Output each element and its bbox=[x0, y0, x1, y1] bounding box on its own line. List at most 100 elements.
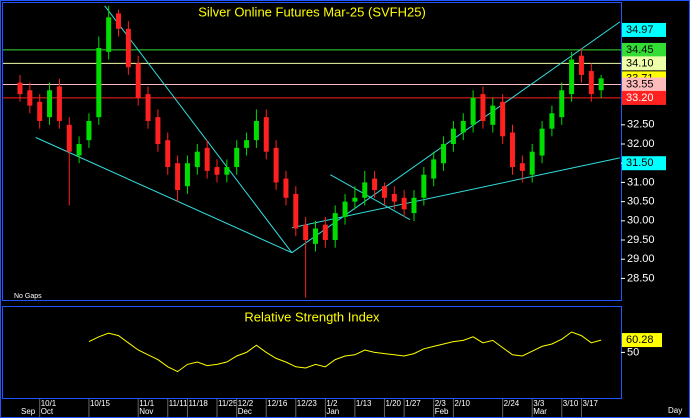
candle-body bbox=[96, 48, 102, 118]
candle-body bbox=[283, 178, 289, 198]
candle-body bbox=[372, 178, 378, 191]
x-tick-label: 3/10 bbox=[563, 399, 579, 408]
candle-body bbox=[303, 224, 309, 241]
price-badge-label: 31.50 bbox=[626, 157, 654, 169]
candle-body bbox=[155, 117, 161, 145]
price-badge bbox=[622, 56, 666, 71]
candle-body bbox=[431, 159, 437, 179]
candle-body bbox=[106, 17, 112, 52]
chart-title: Silver Online Futures Mar-25 (SVFH25) bbox=[198, 4, 426, 19]
x-tick-label: 12/16 bbox=[267, 399, 288, 408]
price-badge-label: 33.55 bbox=[626, 78, 654, 90]
candle-body bbox=[224, 167, 230, 175]
y-tick-label: 29.50 bbox=[627, 234, 655, 246]
candle-body bbox=[214, 167, 220, 175]
note: No Gaps bbox=[14, 293, 42, 300]
candle-body bbox=[322, 224, 328, 241]
candle-body bbox=[569, 59, 575, 95]
rsi-title: Relative Strength Index bbox=[244, 309, 380, 324]
candle-body bbox=[490, 105, 496, 125]
candle-body bbox=[76, 144, 82, 156]
candle-body bbox=[352, 197, 358, 202]
candle-body bbox=[500, 101, 506, 137]
price-badge bbox=[622, 90, 666, 105]
candle-body bbox=[342, 201, 348, 217]
last-value-badge bbox=[622, 333, 662, 348]
candle-body bbox=[17, 82, 23, 95]
candle-body bbox=[480, 94, 486, 121]
x-tick-label: 2/10 bbox=[454, 399, 470, 408]
x-tick-label: 3/3 bbox=[533, 399, 545, 408]
candle-body bbox=[588, 71, 594, 95]
candle-body bbox=[116, 13, 121, 29]
month-label: Nov bbox=[139, 407, 153, 416]
y-tick-label: 30.50 bbox=[627, 196, 655, 208]
candle-body bbox=[559, 90, 565, 118]
x-axis-unit: Day bbox=[668, 406, 682, 415]
y-tick-label: 32.50 bbox=[627, 119, 655, 131]
price-badge-label: 34.45 bbox=[626, 44, 654, 56]
candle-body bbox=[578, 55, 584, 75]
candle-body bbox=[234, 147, 240, 168]
x-tick-label: 1/2 bbox=[326, 399, 338, 408]
price-badge bbox=[622, 22, 666, 37]
rsi-line bbox=[88, 331, 602, 373]
candle-body bbox=[381, 186, 387, 198]
candle-body bbox=[273, 147, 279, 183]
candle-body bbox=[263, 117, 269, 152]
x-tick-label: 3/17 bbox=[582, 399, 598, 408]
candle-body bbox=[27, 90, 33, 106]
x-tick-label: 2/24 bbox=[504, 399, 520, 408]
candle-body bbox=[391, 193, 397, 202]
x-tick-label: 11/11 bbox=[169, 399, 188, 408]
x-tick-label: 1/20 bbox=[385, 399, 401, 408]
trendline bbox=[330, 174, 411, 221]
price-badge-label: 33.20 bbox=[626, 92, 654, 104]
y-tick-label: 32.00 bbox=[627, 138, 655, 150]
candle-body bbox=[421, 174, 427, 198]
month-label: Oct bbox=[41, 407, 54, 416]
price-badge-label: 34.10 bbox=[626, 57, 654, 69]
candle-body bbox=[135, 63, 141, 98]
rsi-panel bbox=[2, 306, 622, 399]
trendline bbox=[104, 5, 293, 253]
candle-body bbox=[66, 124, 72, 152]
candle-body bbox=[519, 163, 525, 171]
candle-body bbox=[450, 128, 456, 145]
y-tick-label: 30.00 bbox=[627, 215, 655, 227]
candle-body bbox=[362, 182, 368, 198]
candle-body bbox=[175, 163, 181, 191]
candle-body bbox=[293, 193, 299, 229]
price-badge bbox=[622, 42, 666, 57]
candle-body bbox=[204, 147, 210, 171]
price-badge bbox=[622, 156, 666, 171]
candle-body bbox=[332, 213, 338, 241]
candle-body bbox=[470, 97, 476, 125]
x-tick-label: 11/18 bbox=[188, 399, 208, 408]
y-tick-label: 50 bbox=[627, 346, 639, 358]
trendline bbox=[35, 137, 293, 254]
x-tick-label: 12/23 bbox=[297, 399, 318, 408]
candle-body bbox=[401, 197, 407, 210]
candle-body bbox=[194, 151, 200, 168]
candle-body bbox=[510, 132, 515, 168]
month-label: Sep bbox=[21, 407, 36, 416]
candle-body bbox=[244, 140, 250, 148]
candle-body bbox=[529, 151, 535, 175]
candle-body bbox=[184, 163, 190, 187]
x-tick-label: 12/2 bbox=[238, 399, 254, 408]
x-tick-label: 10/15 bbox=[90, 399, 111, 408]
candle-body bbox=[460, 120, 466, 133]
y-tick-label: 29.00 bbox=[627, 253, 655, 265]
candle-body bbox=[598, 78, 604, 91]
candle-body bbox=[165, 140, 171, 168]
y-tick-label: 28.50 bbox=[627, 272, 655, 284]
candle-body bbox=[539, 128, 545, 156]
candle-body bbox=[549, 113, 555, 129]
candle-body bbox=[441, 144, 447, 164]
candle-body bbox=[411, 197, 417, 214]
candle-body bbox=[253, 120, 259, 141]
month-label: Dec bbox=[238, 407, 252, 416]
x-tick-label: 1/27 bbox=[405, 399, 421, 408]
price-badge bbox=[622, 77, 666, 92]
